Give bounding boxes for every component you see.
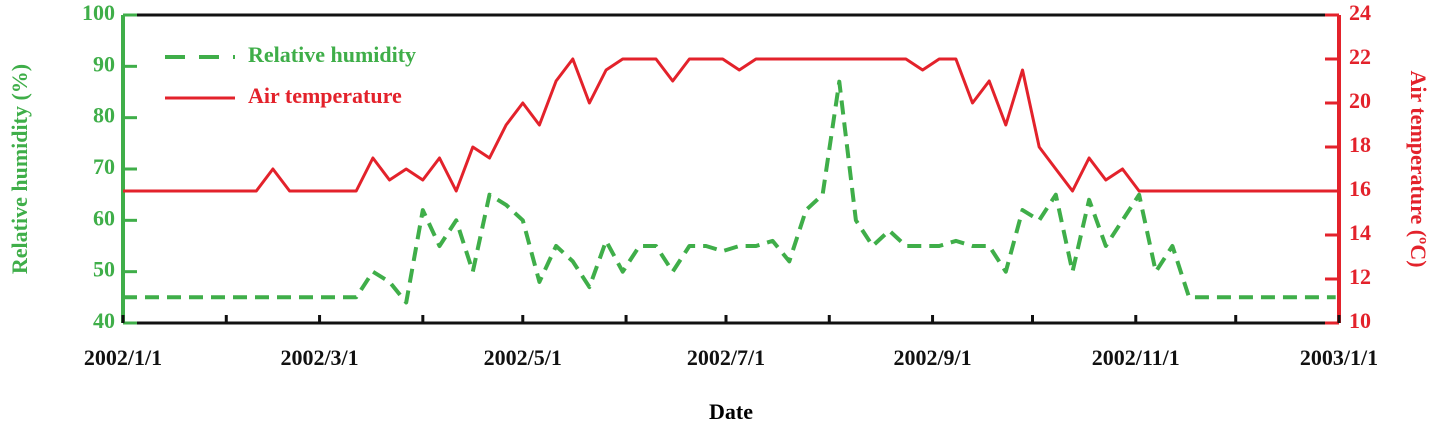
y-tick-label: 100: [82, 0, 115, 25]
y-tick-label: 40: [93, 308, 115, 333]
y2-tick-label: 12: [1349, 264, 1371, 289]
y2-tick-label: 22: [1349, 44, 1371, 69]
y2-tick-label: 20: [1349, 88, 1371, 113]
x-tick-label: 2002/1/1: [84, 345, 162, 370]
x-tick-label: 2002/9/1: [893, 345, 971, 370]
y2-tick-label: 10: [1349, 308, 1371, 333]
y-axis-label: Relative humidity (%): [7, 64, 32, 274]
y-tick-label: 90: [93, 51, 115, 76]
x-tick-label: 2002/7/1: [687, 345, 765, 370]
legend-label: Air temperature: [248, 83, 402, 108]
y2-tick-label: 16: [1349, 176, 1371, 201]
x-tick-label: 2002/3/1: [280, 345, 358, 370]
y-tick-label: 50: [93, 257, 115, 282]
series-line: [123, 57, 1336, 193]
y2-axis-label: Air temperature (ºC): [1406, 70, 1431, 267]
y2-tick-label: 24: [1349, 0, 1371, 25]
y-tick-label: 60: [93, 205, 115, 230]
y-tick-label: 80: [93, 103, 115, 128]
x-tick-label: 2003/1/1: [1300, 345, 1378, 370]
series-line: [123, 79, 1336, 305]
y2-tick-label: 18: [1349, 132, 1371, 157]
y-tick-label: 70: [93, 154, 115, 179]
legend-label: Relative humidity: [248, 42, 416, 67]
x-tick-label: 2002/5/1: [484, 345, 562, 370]
y2-tick-label: 14: [1349, 220, 1371, 245]
x-tick-label: 2002/11/1: [1092, 345, 1180, 370]
x-axis-label: Date: [709, 399, 753, 424]
